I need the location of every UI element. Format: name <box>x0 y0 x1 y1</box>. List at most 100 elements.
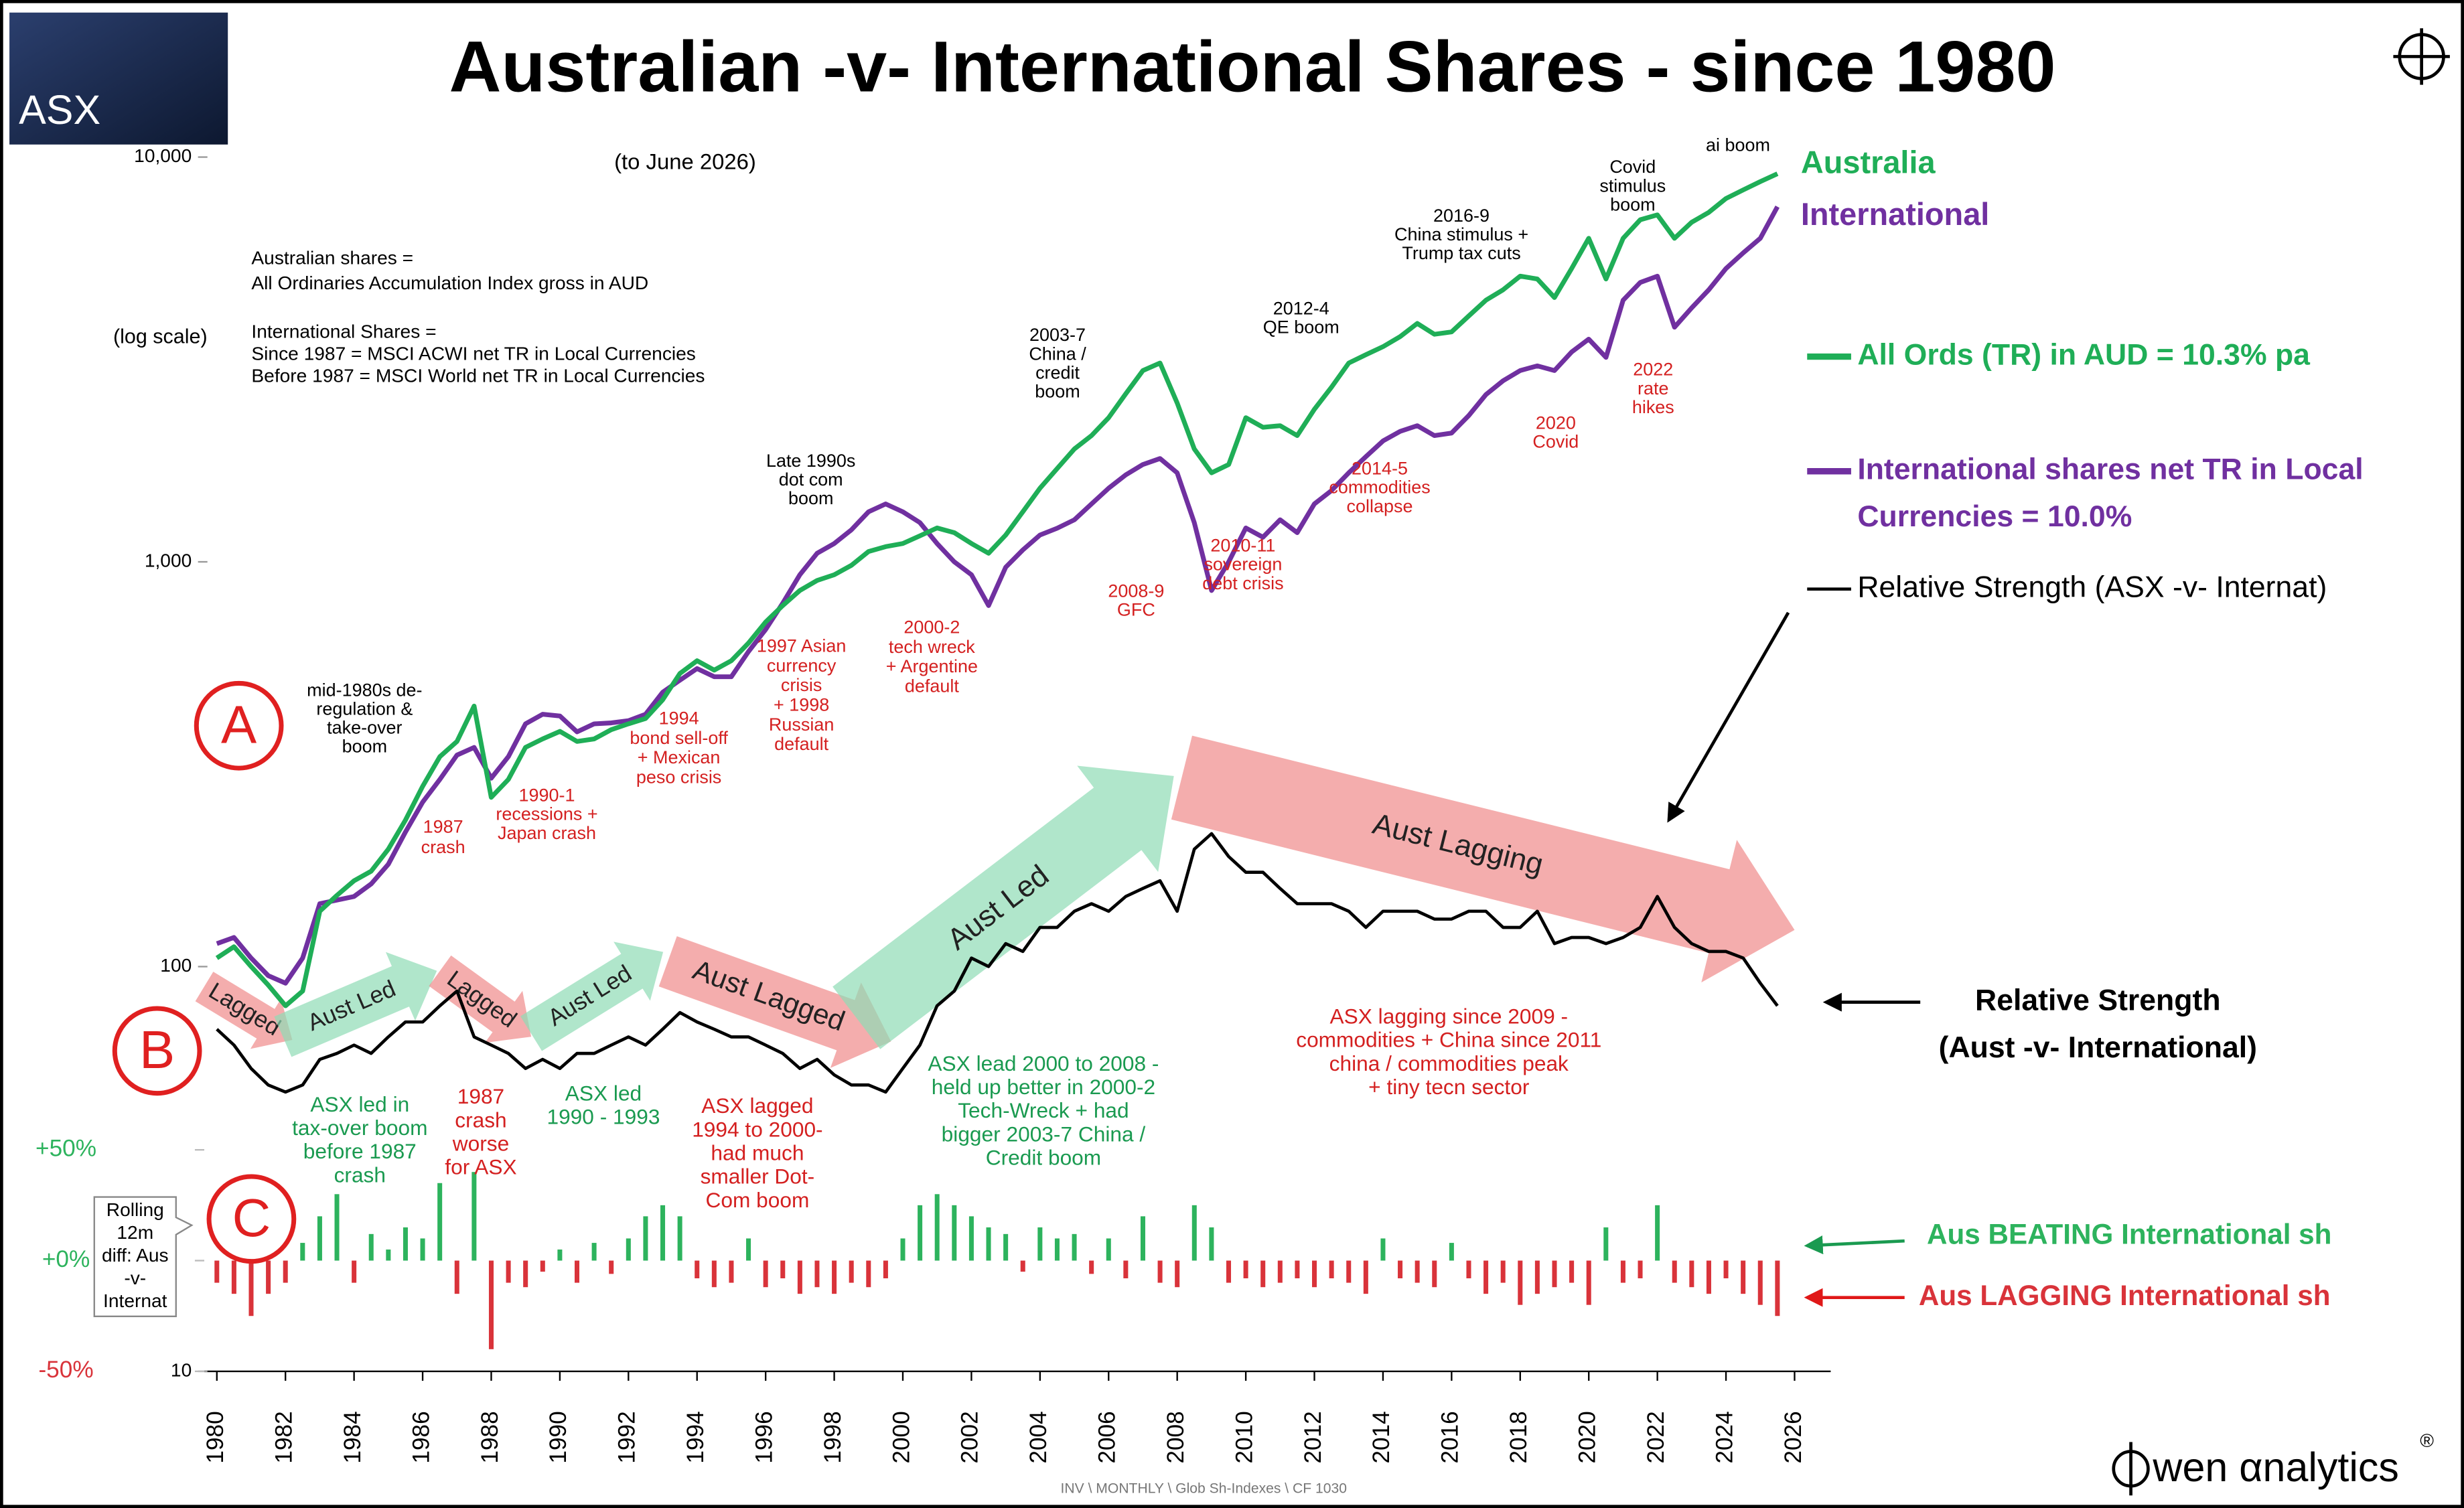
bar <box>968 1216 974 1261</box>
annotation: Trump tax cuts <box>1402 243 1520 263</box>
annotation: boom <box>788 488 833 508</box>
bar <box>986 1227 991 1261</box>
annotation: crash <box>455 1108 506 1132</box>
bar <box>695 1260 700 1278</box>
bar <box>403 1227 408 1261</box>
bar <box>1140 1216 1145 1261</box>
pointer-arrow <box>1804 1235 1905 1255</box>
bar <box>1329 1260 1334 1278</box>
bar <box>1620 1260 1625 1283</box>
annotation: ASX led in <box>310 1092 409 1116</box>
bar <box>1775 1260 1780 1316</box>
annotation: commodities + China since 2011 <box>1296 1028 1601 1052</box>
brand-mark <box>2112 1442 2150 1496</box>
x-tick-label: 2012 <box>1300 1411 1326 1463</box>
annotation: ASX lagged <box>701 1094 813 1118</box>
annotation: Covid <box>1609 157 1656 177</box>
bar <box>918 1205 923 1261</box>
annotation: ai boom <box>1706 135 1770 155</box>
bar <box>574 1260 580 1283</box>
bar <box>523 1260 528 1288</box>
x-tick-label: 2000 <box>888 1411 914 1463</box>
bar <box>454 1260 459 1294</box>
bar <box>472 1172 477 1261</box>
x-tick-label: 2022 <box>1643 1411 1669 1463</box>
annotation: ASX lead 2000 to 2008 - <box>928 1051 1159 1075</box>
x-tick-label: 1992 <box>614 1411 640 1463</box>
bar <box>660 1205 666 1261</box>
phase-arrow <box>1171 735 1795 983</box>
annotation: + tiny tecn sector <box>1368 1075 1530 1099</box>
bar <box>386 1249 391 1261</box>
annotation: china / commodities peak <box>1329 1051 1569 1075</box>
bar <box>1500 1260 1506 1283</box>
marker-circle <box>112 1006 202 1096</box>
bar <box>1346 1260 1352 1283</box>
y-tick-label: 10 <box>171 1359 192 1380</box>
annotation: worse <box>452 1131 509 1155</box>
annotation: stimulus <box>1599 175 1666 196</box>
annotation: Credit boom <box>986 1146 1101 1170</box>
bar <box>1586 1260 1591 1305</box>
bar <box>729 1260 734 1283</box>
bar <box>1295 1260 1300 1278</box>
bar <box>283 1260 288 1283</box>
annotation: 2022 <box>1633 360 1673 380</box>
annotation: 2014-5 <box>1352 459 1408 479</box>
x-tick-label: 1984 <box>340 1411 366 1463</box>
bar <box>626 1238 631 1261</box>
x-tick-label: 1988 <box>477 1411 503 1463</box>
bar <box>952 1205 957 1261</box>
annotation: 2012-4 <box>1273 298 1329 318</box>
bar <box>1363 1260 1368 1294</box>
annotation: China / <box>1029 344 1086 364</box>
x-tick-label: 2026 <box>1780 1411 1806 1463</box>
x-tick-label: 1990 <box>545 1411 571 1463</box>
marker-circle <box>194 680 284 771</box>
x-tick-label: 2010 <box>1231 1411 1257 1463</box>
bar <box>849 1260 854 1283</box>
bar <box>1003 1233 1009 1261</box>
annotation: bond sell-off <box>630 728 728 748</box>
annotation: 1987 <box>457 1084 504 1108</box>
bar <box>780 1260 786 1278</box>
bar <box>1449 1243 1454 1261</box>
callout-text: 12m <box>117 1222 153 1243</box>
series-end-label: Relative Strength <box>1975 984 2221 1016</box>
annotation: 2020 <box>1536 413 1576 433</box>
note: International Shares = <box>251 321 436 342</box>
annotation: GFC <box>1117 600 1155 620</box>
annotation: had much <box>711 1141 804 1165</box>
annotation: collapse <box>1347 496 1413 516</box>
annotation: tech wreck <box>889 637 975 657</box>
callout-text: Rolling <box>106 1199 164 1220</box>
annotation: mid-1980s de- <box>307 680 422 700</box>
bar <box>1226 1260 1232 1283</box>
series-line <box>215 171 1779 1008</box>
bar <box>1089 1260 1094 1274</box>
bar <box>1432 1260 1437 1288</box>
x-tick-label: 1986 <box>408 1411 434 1463</box>
annotation: + 1998 <box>774 695 829 715</box>
bar <box>1689 1260 1694 1288</box>
x-tick-label: 2018 <box>1506 1411 1532 1463</box>
bar <box>1037 1227 1043 1261</box>
bar <box>1603 1227 1609 1261</box>
marker-label: A <box>221 695 257 755</box>
callout-text: Internat <box>103 1290 167 1311</box>
x-tick-label: 1996 <box>751 1411 777 1463</box>
annotation: default <box>905 676 959 696</box>
annotation: recessions + <box>496 804 597 824</box>
bar <box>883 1260 888 1278</box>
bar <box>1312 1260 1317 1288</box>
annotation: 1994 <box>659 708 699 729</box>
y-tick-label: 1,000 <box>145 550 192 571</box>
bar <box>1243 1260 1248 1278</box>
annotation: held up better in 2000-2 <box>932 1075 1155 1099</box>
bar <box>488 1260 494 1349</box>
bar <box>1398 1260 1403 1278</box>
brand-mark-text: ® <box>2420 1430 2434 1451</box>
bar <box>1655 1205 1660 1261</box>
phase-arrow <box>658 936 891 1068</box>
